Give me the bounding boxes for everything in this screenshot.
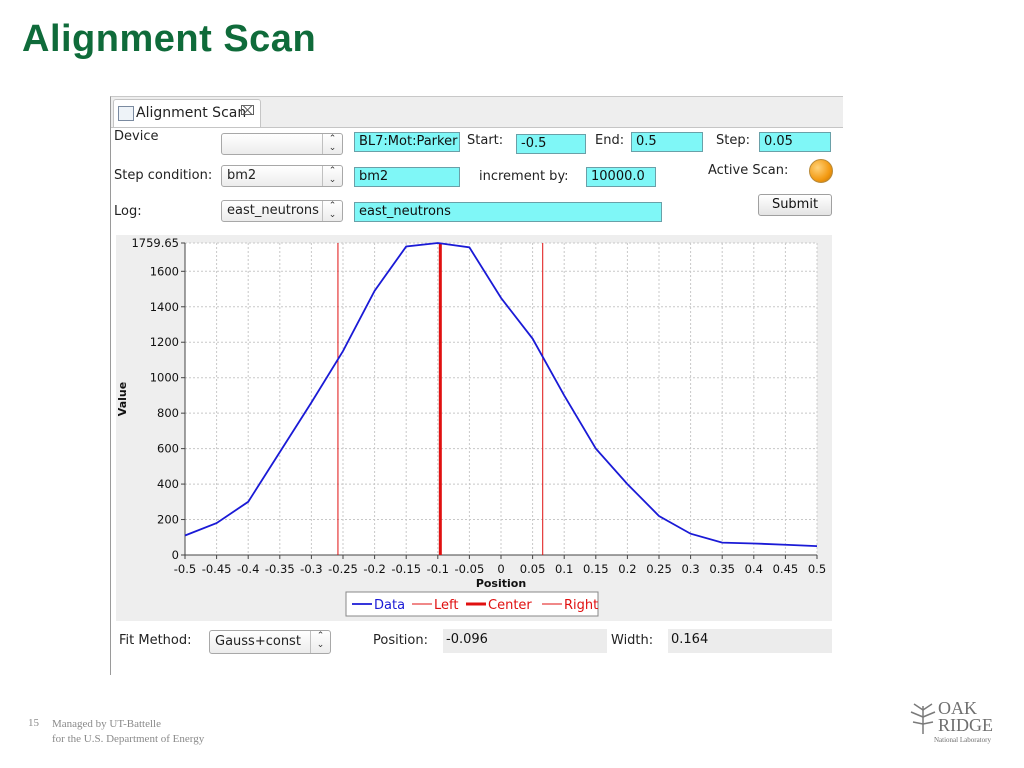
log-pv-field[interactable]: east_neutrons: [354, 202, 662, 222]
x-axis-title: Position: [476, 577, 526, 590]
x-tick-label: 0.1: [555, 562, 573, 576]
x-tick-label: 0.3: [681, 562, 699, 576]
x-tick-label: -0.35: [265, 562, 295, 576]
chevron-up-down-icon: ⌃ ⌄: [322, 201, 342, 221]
log-select[interactable]: east_neutrons ⌃ ⌄: [221, 200, 343, 222]
scan-chart: -0.5 -0.45 -0.4 -0.35 -0.3 -0.25 -0.2 -0.15 -0.1…: [116, 236, 826, 617]
x-tick-label: 0.4: [745, 562, 763, 576]
x-tick-label: 0.45: [773, 562, 799, 576]
y-tick-label: 200: [157, 513, 179, 527]
logo-line-3: National Laboratory: [934, 736, 991, 744]
chart-series: [184, 242, 818, 548]
chevron-up-down-icon: ⌃ ⌄: [310, 631, 330, 653]
x-tick-label: -0.1: [427, 562, 449, 576]
step-condition-pv-field[interactable]: bm2: [354, 167, 460, 187]
x-tick-label: 0.5: [808, 562, 826, 576]
legend-label-center: Center: [488, 598, 532, 613]
legend-label-data: Data: [374, 598, 405, 613]
x-tick-label: 0.05: [520, 562, 546, 576]
x-tick-label: -0.25: [328, 562, 358, 576]
width-readout: 0.164: [668, 629, 832, 653]
chart-view-icon: [118, 106, 134, 121]
step-condition-select-value: bm2: [227, 168, 257, 183]
x-tick-label: 0.2: [618, 562, 636, 576]
x-tick-label: 0.15: [583, 562, 609, 576]
logo-line-1: OAK: [938, 698, 977, 718]
submit-button[interactable]: Submit: [758, 194, 832, 216]
page-number: 15: [28, 717, 39, 729]
y-tick-label: 1400: [150, 300, 179, 314]
leaf-icon: [910, 703, 936, 734]
series-line-data: [184, 242, 818, 548]
step-condition-select[interactable]: bm2 ⌃ ⌄: [221, 165, 343, 187]
increment-label: increment by:: [479, 169, 569, 184]
y-tick-label: 600: [157, 442, 179, 456]
end-input[interactable]: 0.5: [631, 132, 703, 152]
y-tick-label: 1759.65: [131, 236, 179, 250]
legend-label-left: Left: [434, 598, 458, 613]
device-pv-field[interactable]: BL7:Mot:Parker: [354, 132, 460, 152]
alignment-scan-panel: Alignment Scan ⌧ Device ⌃ ⌄ BL7:Mot:Parke…: [110, 96, 843, 675]
tab-alignment-scan[interactable]: Alignment Scan ⌧: [113, 99, 261, 127]
oak-ridge-logo: OAK RIDGE National Laboratory: [908, 698, 1000, 748]
log-label: Log:: [114, 204, 142, 219]
y-tick-label: 1000: [150, 371, 179, 385]
position-readout: -0.096: [443, 629, 607, 653]
fit-method-select-value: Gauss+const: [215, 634, 301, 649]
chart-area: -0.5 -0.45 -0.4 -0.35 -0.3 -0.25 -0.2 -0.15 -0.1…: [116, 235, 832, 621]
chart-legend: Data Left Center Right: [345, 591, 599, 617]
y-tick-label: 800: [157, 406, 179, 420]
slide-title: Alignment Scan: [22, 18, 317, 60]
fit-method-label: Fit Method:: [119, 633, 192, 648]
device-label: Device: [114, 129, 159, 144]
y-axis-title: Value: [116, 382, 129, 416]
active-scan-label: Active Scan:: [708, 163, 789, 178]
tab-bar: Alignment Scan ⌧: [111, 97, 843, 128]
x-tick-label: -0.45: [202, 562, 232, 576]
x-tick-label: 0.25: [646, 562, 672, 576]
x-tick-label: -0.05: [455, 562, 485, 576]
footer-credit: Managed by UT-Battelle for the U.S. Depa…: [52, 717, 204, 747]
active-scan-indicator-icon: [809, 159, 833, 183]
increment-input[interactable]: 10000.0: [586, 167, 656, 187]
step-input[interactable]: 0.05: [759, 132, 831, 152]
x-tick-label: 0: [497, 562, 504, 576]
chart-grid: [184, 242, 818, 556]
logo-line-2: RIDGE: [938, 715, 993, 735]
x-tick-label: -0.2: [363, 562, 385, 576]
chevron-up-down-icon: ⌃ ⌄: [322, 166, 342, 186]
step-label: Step:: [716, 133, 750, 148]
tab-label: Alignment Scan: [136, 105, 247, 121]
end-label: End:: [595, 133, 625, 148]
x-tick-label: 0.35: [709, 562, 735, 576]
close-icon[interactable]: ⌧: [240, 104, 255, 119]
y-tick-label: 0: [172, 548, 179, 562]
x-tick-label: -0.3: [300, 562, 322, 576]
x-tick-label: -0.5: [174, 562, 196, 576]
start-label: Start:: [467, 133, 504, 148]
chevron-up-down-icon: ⌃ ⌄: [322, 134, 342, 154]
step-condition-label: Step condition:: [114, 168, 213, 183]
chart-axes: -0.5 -0.45 -0.4 -0.35 -0.3 -0.25 -0.2 -0.15 -0.1…: [116, 236, 826, 590]
log-select-value: east_neutrons: [227, 203, 319, 218]
start-input[interactable]: -0.5: [516, 134, 586, 154]
width-label: Width:: [611, 633, 654, 648]
x-tick-label: -0.4: [237, 562, 259, 576]
y-tick-label: 400: [157, 477, 179, 491]
y-tick-label: 1600: [150, 264, 179, 278]
footer-line-2: for the U.S. Department of Energy: [52, 733, 205, 745]
fit-method-select[interactable]: Gauss+const ⌃ ⌄: [209, 630, 331, 654]
chart-markers: [337, 243, 544, 555]
position-label: Position:: [373, 633, 428, 648]
y-tick-label: 1200: [150, 335, 179, 349]
x-tick-label: -0.15: [391, 562, 421, 576]
legend-label-right: Right: [564, 598, 598, 613]
footer-line-1: Managed by UT-Battelle: [52, 718, 161, 730]
device-select[interactable]: ⌃ ⌄: [221, 133, 343, 155]
